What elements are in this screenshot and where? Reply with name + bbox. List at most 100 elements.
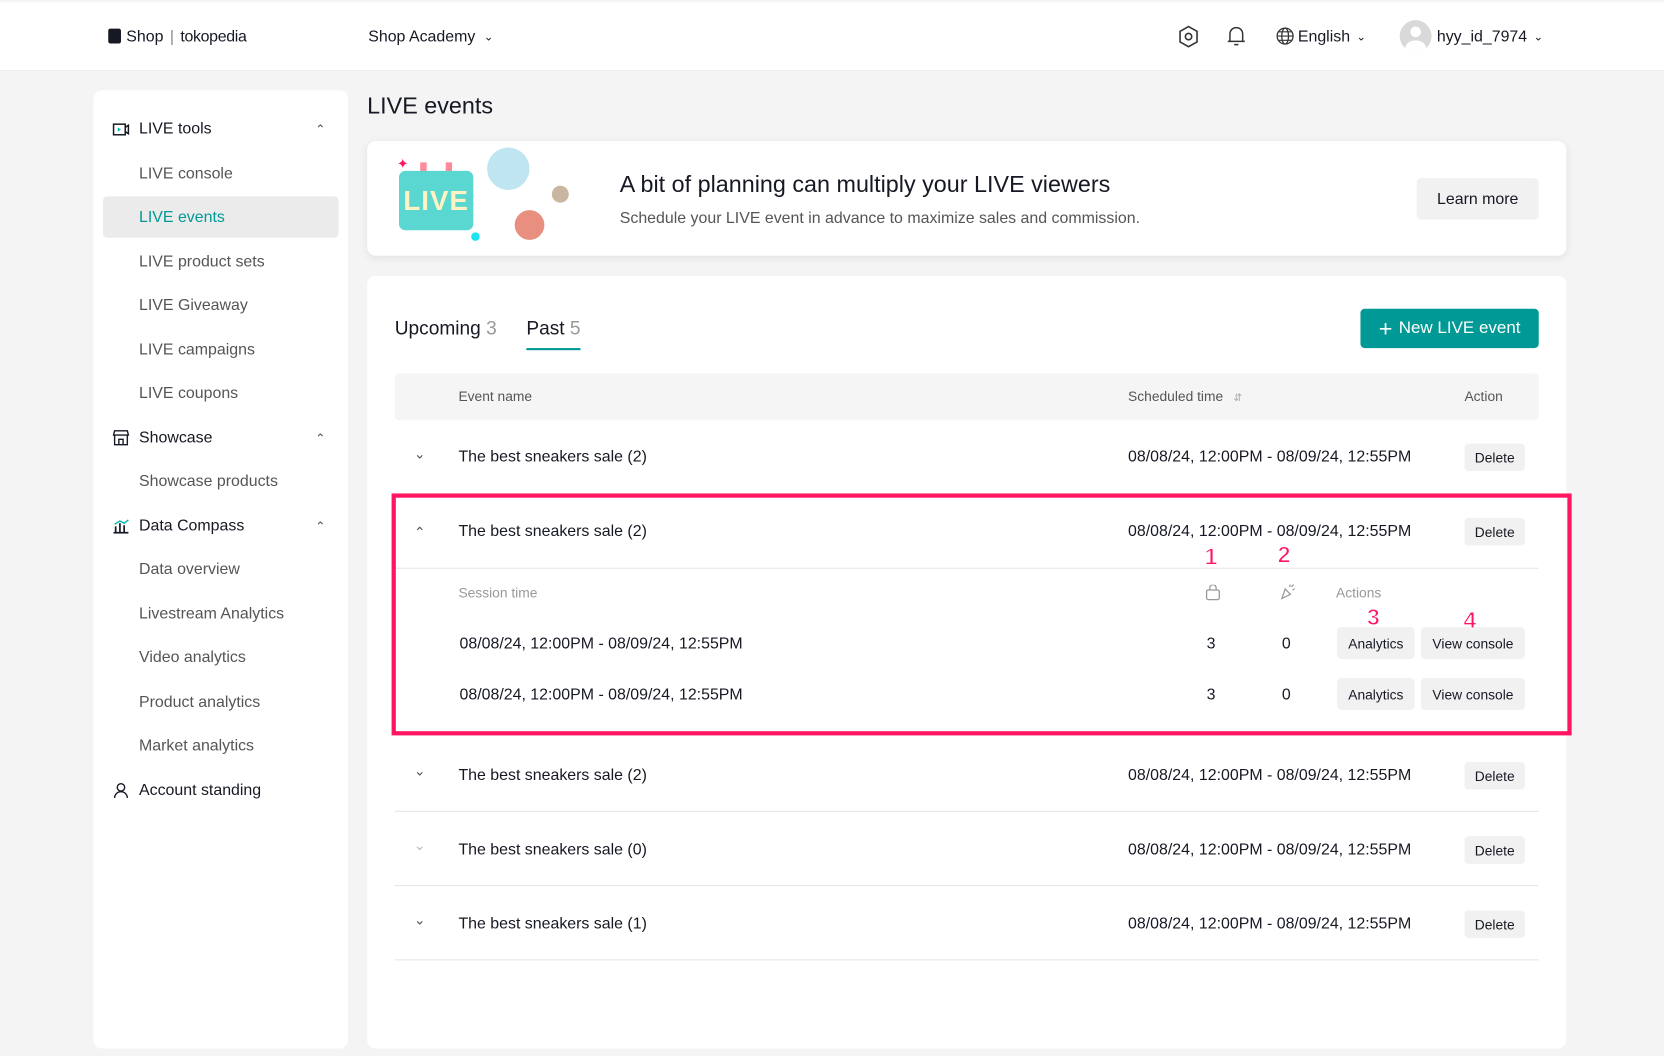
chevron-down-icon[interactable]: ⌄ bbox=[413, 837, 426, 854]
sidebar-item-live-coupons[interactable]: LIVE coupons bbox=[139, 384, 239, 403]
chevron-up-icon: ⌃ bbox=[315, 518, 326, 534]
learn-more-button[interactable]: Learn more bbox=[1416, 178, 1539, 220]
page-title: LIVE events bbox=[367, 92, 494, 119]
tab-past[interactable]: Past 5 bbox=[526, 317, 581, 351]
giveaways-count: 0 bbox=[1281, 634, 1291, 653]
table-row-expanded[interactable]: ⌃ The best sneakers sale (2) 08/08/24, 1… bbox=[394, 495, 1539, 733]
delete-button[interactable]: Delete bbox=[1464, 761, 1525, 790]
plus-icon: + bbox=[1378, 314, 1393, 342]
logo-divider: | bbox=[169, 27, 174, 46]
table-row[interactable]: ⌄ The best sneakers sale (2) 08/08/24, 1… bbox=[394, 420, 1539, 495]
sidebar-item-live-giveaway[interactable]: LIVE Giveaway bbox=[139, 296, 248, 315]
event-name: The best sneakers sale (2) bbox=[458, 522, 647, 541]
sidebar-item-data-overview[interactable]: Data overview bbox=[139, 560, 240, 579]
event-time: 08/08/24, 12:00PM - 08/09/24, 12:55PM bbox=[1128, 914, 1412, 933]
bell-icon[interactable] bbox=[1227, 25, 1246, 52]
sidebar-group-showcase[interactable]: Showcase ⌃ bbox=[103, 417, 339, 458]
viewer-avatar bbox=[514, 210, 545, 240]
logo-shop: Shop bbox=[126, 27, 164, 46]
view-console-button[interactable]: View console bbox=[1420, 678, 1525, 710]
sidebar-group-label: LIVE tools bbox=[139, 119, 212, 138]
sidebar-item-live-product-sets[interactable]: LIVE product sets bbox=[139, 252, 265, 271]
chevron-down-icon: ⌄ bbox=[1533, 30, 1544, 43]
logo[interactable]: Shop | tokopedia bbox=[108, 25, 247, 46]
annotation-2: 2 bbox=[1277, 541, 1291, 569]
chevron-up-icon[interactable]: ⌃ bbox=[413, 524, 426, 541]
session-row: 08/08/24, 12:00PM - 08/09/24, 12:55PM 3 … bbox=[395, 673, 1539, 715]
sidebar-group-data-compass[interactable]: Data Compass ⌃ bbox=[103, 505, 339, 546]
chevron-down-icon[interactable]: ⌄ bbox=[413, 445, 426, 462]
sidebar-item-live-console[interactable]: LIVE console bbox=[139, 164, 233, 183]
chevron-down-icon[interactable]: ⌄ bbox=[413, 911, 426, 928]
live-badge: LIVE bbox=[399, 170, 474, 231]
store-icon bbox=[103, 430, 139, 446]
sidebar bbox=[93, 90, 349, 1049]
divider bbox=[394, 567, 1539, 569]
globe-icon bbox=[1276, 27, 1294, 45]
video-icon bbox=[103, 122, 139, 136]
sparkle-icon: ✦ bbox=[396, 155, 409, 172]
shop-bag-icon bbox=[108, 28, 121, 44]
sidebar-item-product-analytics[interactable]: Product analytics bbox=[139, 692, 261, 712]
col-event-name: Event name bbox=[458, 388, 533, 405]
table-row[interactable]: ⌄ The best sneakers sale (0) 08/08/24, 1… bbox=[394, 812, 1539, 887]
viewer-avatar bbox=[551, 185, 569, 203]
tab-upcoming[interactable]: Upcoming 3 bbox=[394, 317, 497, 339]
table-row[interactable]: ⌄ The best sneakers sale (1) 08/08/24, 1… bbox=[394, 886, 1539, 961]
sidebar-item-market-analytics[interactable]: Market analytics bbox=[139, 736, 255, 755]
sidebar-item-video-analytics[interactable]: Video analytics bbox=[139, 648, 246, 667]
analytics-button[interactable]: Analytics bbox=[1337, 627, 1415, 660]
shop-academy-label: Shop Academy bbox=[368, 27, 476, 46]
delete-button[interactable]: Delete bbox=[1464, 836, 1525, 864]
orders-count: 3 bbox=[1206, 685, 1216, 704]
table-row[interactable]: ⌄ The best sneakers sale (2) 08/08/24, 1… bbox=[394, 739, 1539, 812]
username: hyy_id_7974 bbox=[1436, 27, 1528, 46]
user-menu[interactable]: hyy_id_7974 ⌄ bbox=[1399, 20, 1544, 52]
analytics-button[interactable]: Analytics bbox=[1337, 678, 1415, 710]
chevron-up-icon: ⌃ bbox=[315, 121, 326, 137]
chevron-up-icon: ⌃ bbox=[315, 430, 326, 446]
avatar bbox=[1399, 20, 1432, 52]
sidebar-group-account-standing[interactable]: Account standing bbox=[103, 769, 339, 810]
live-illustration: ✦ LIVE bbox=[393, 147, 584, 254]
event-time: 08/08/24, 12:00PM - 08/09/24, 12:55PM bbox=[1128, 840, 1412, 859]
language-label: English bbox=[1297, 27, 1351, 46]
delete-button[interactable]: Delete bbox=[1464, 517, 1525, 546]
sidebar-item-livestream-analytics[interactable]: Livestream Analytics bbox=[139, 604, 285, 623]
col-actions: Actions bbox=[1336, 584, 1382, 601]
top-header: Shop | tokopedia Shop Academy ⌄ English … bbox=[0, 2, 1664, 72]
banner-subtext: Schedule your LIVE event in advance to m… bbox=[619, 209, 1140, 228]
session-row: 08/08/24, 12:00PM - 08/09/24, 12:55PM 3 … bbox=[395, 622, 1539, 664]
new-live-event-button[interactable]: + New LIVE event bbox=[1360, 308, 1539, 349]
event-time: 08/08/24, 12:00PM - 08/09/24, 12:55PM bbox=[1128, 522, 1412, 541]
help-settings-icon[interactable] bbox=[1178, 25, 1199, 54]
chevron-down-icon: ⌄ bbox=[1356, 30, 1367, 43]
host-avatar bbox=[487, 147, 530, 190]
event-name: The best sneakers sale (1) bbox=[458, 914, 647, 933]
annotation-4: 4 bbox=[1463, 606, 1477, 634]
sidebar-group-label: Showcase bbox=[139, 428, 213, 447]
user-icon bbox=[103, 782, 139, 799]
language-selector[interactable]: English ⌄ bbox=[1276, 25, 1367, 46]
view-console-button[interactable]: View console bbox=[1420, 627, 1525, 660]
col-session-time: Session time bbox=[458, 584, 538, 601]
sidebar-item-showcase-products[interactable]: Showcase products bbox=[139, 472, 278, 491]
sidebar-group-live-tools[interactable]: LIVE tools ⌃ bbox=[103, 108, 339, 149]
delete-button[interactable]: Delete bbox=[1464, 910, 1525, 939]
session-time: 08/08/24, 12:00PM - 08/09/24, 12:55PM bbox=[459, 634, 743, 653]
chevron-down-icon[interactable]: ⌄ bbox=[413, 763, 426, 779]
sidebar-item-live-events[interactable]: LIVE events bbox=[102, 196, 339, 238]
party-popper-icon bbox=[1280, 584, 1296, 605]
event-name: The best sneakers sale (0) bbox=[458, 840, 647, 859]
event-name: The best sneakers sale (2) bbox=[458, 766, 647, 785]
sidebar-item-live-campaigns[interactable]: LIVE campaigns bbox=[139, 340, 255, 359]
bar-chart-icon bbox=[103, 518, 139, 534]
delete-button[interactable]: Delete bbox=[1464, 443, 1525, 472]
planning-banner: ✦ LIVE A bit of planning can multiply yo… bbox=[367, 141, 1567, 256]
col-scheduled-time[interactable]: Scheduled time ⇵ bbox=[1128, 388, 1243, 405]
shop-academy-menu[interactable]: Shop Academy ⌄ bbox=[368, 25, 493, 46]
event-time: 08/08/24, 12:00PM - 08/09/24, 12:55PM bbox=[1128, 447, 1412, 466]
shopping-bag-icon bbox=[1205, 584, 1221, 606]
sort-icon: ⇵ bbox=[1233, 392, 1243, 405]
dot-decoration bbox=[471, 232, 480, 241]
